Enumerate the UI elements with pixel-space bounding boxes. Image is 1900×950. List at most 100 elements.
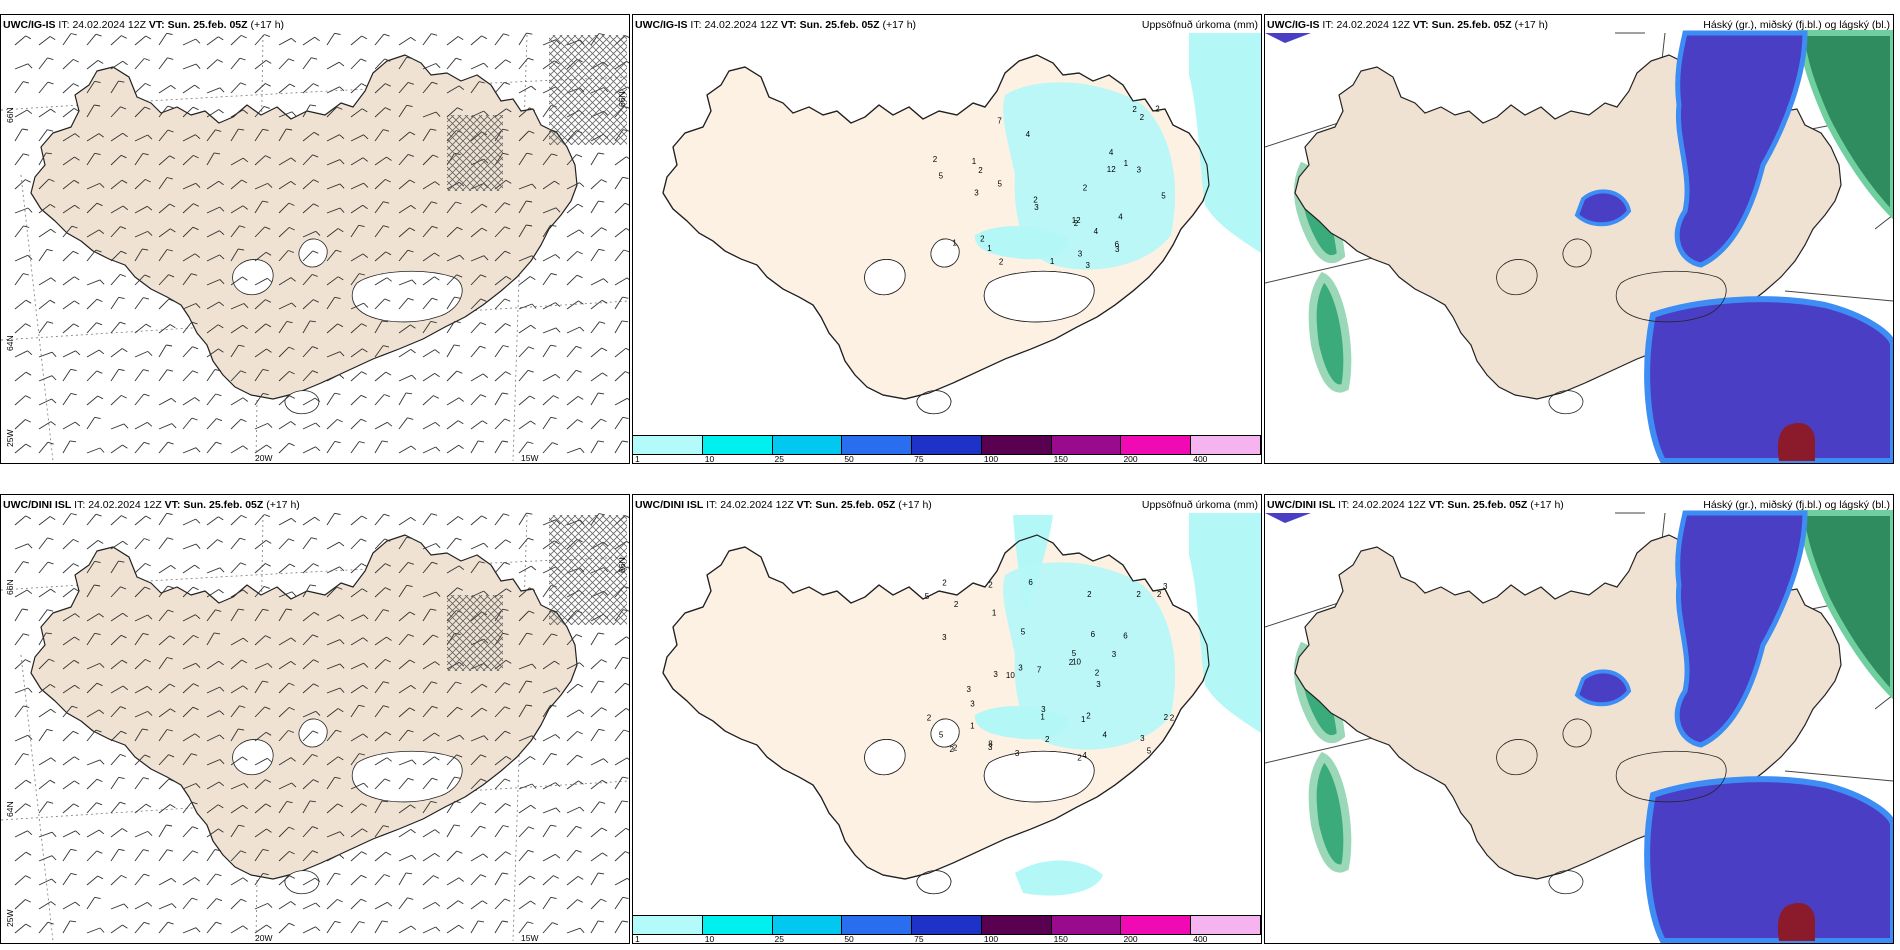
colorbar-swatch	[1191, 436, 1262, 454]
precip-value-label: 2	[950, 745, 955, 754]
precip-value-label: 2	[978, 166, 983, 175]
precip-value-label: 3	[1140, 734, 1145, 743]
colorbar-tick-label: 150	[1053, 934, 1068, 944]
precip-value-label: 4	[1118, 213, 1123, 222]
precip-value-label: 4	[1103, 730, 1108, 739]
valid-time: Sun. 25.feb. 05Z	[815, 499, 896, 511]
cloud-low-area	[1777, 423, 1815, 461]
init-time: 24.02.2024 12Z	[1336, 19, 1410, 31]
cloud-map	[1265, 510, 1893, 943]
model-name: UWC/IG-IS	[635, 19, 688, 31]
cloud-mid-area	[1674, 510, 1808, 748]
wind-map	[1, 512, 629, 942]
colorbar-swatch	[772, 916, 843, 934]
precip-value-label: 1	[952, 239, 957, 248]
lat-label-66n: 66N	[5, 579, 15, 595]
lon-label-20w: 20W	[255, 933, 273, 943]
precip-value-label: 10	[1072, 658, 1081, 667]
lead-time: (+17 h)	[882, 19, 917, 31]
model-name: UWC/IG-IS	[1267, 19, 1320, 31]
precip-value-label: 2	[1140, 113, 1145, 122]
colorbar-swatch	[702, 916, 773, 934]
precip-value-label: 3	[942, 633, 947, 642]
precip-value-label: 2	[953, 743, 958, 752]
precip-value-label: 6	[1123, 632, 1128, 641]
precip-value-label: 2	[1045, 735, 1050, 744]
colorbar-swatch	[842, 916, 913, 934]
colorbar-tick-label: 100	[983, 454, 999, 464]
init-time: 24.02.2024 12Z	[88, 499, 162, 511]
precip-value-label: 3	[1112, 650, 1117, 659]
lon-label-25w: 25W	[5, 429, 15, 447]
precip-value-label: 5	[939, 171, 944, 180]
precip-value-label: 2	[942, 579, 947, 588]
colorbar-tick-label: 10	[704, 454, 715, 464]
panel-bottom-wind: UWC/DINI ISL IT: 24.02.2024 12Z VT: Sun.…	[0, 494, 630, 944]
precip-value-label: 1	[1050, 257, 1055, 266]
precip-value-label: 1	[987, 244, 992, 253]
cloud-title: Háský (gr.), miðský (fj.bl.) og lágský (…	[1703, 499, 1890, 511]
colorbar-swatch	[842, 436, 913, 454]
colorbar-tick-label: 1	[635, 934, 640, 944]
panel-header: UWC/IG-IS IT: 24.02.2024 12Z VT: Sun. 25…	[3, 19, 284, 31]
precip-title: Uppsöfnuð úrkoma (mm)	[1141, 19, 1258, 31]
precip-value-label: 5	[939, 731, 944, 740]
precip-value-label: 4	[1094, 227, 1099, 236]
precip-value-label: 2	[1086, 711, 1091, 720]
cloud-mid-area	[1674, 30, 1808, 268]
precip-value-label: 2	[1095, 668, 1100, 677]
lon-label-15w: 15W	[521, 453, 539, 463]
valid-time: Sun. 25.feb. 05Z	[1447, 499, 1528, 511]
init-prefix: IT:	[1338, 499, 1350, 511]
colorbar-swatch	[1051, 916, 1122, 934]
init-prefix: IT:	[706, 499, 718, 511]
precip-value-label: 2	[933, 155, 938, 164]
lat-label-66n: 66N	[5, 107, 15, 123]
precip-value-label: 1	[972, 157, 977, 166]
precip-value-label: 3	[1086, 261, 1091, 270]
panel-bottom-cloud: UWC/DINI ISL IT: 24.02.2024 12Z VT: Sun.…	[1264, 494, 1894, 944]
colorbar-tick-label: 400	[1193, 934, 1208, 944]
precip-colorbar: 1 10 25 50 75 100 150 200 400	[633, 915, 1262, 944]
colorbar-tick-label: 100	[983, 934, 999, 944]
valid-time: Sun. 25.feb. 05Z	[183, 499, 264, 511]
precip-value-label: 3	[1096, 680, 1101, 689]
precip-value-label: 3	[988, 743, 993, 752]
precip-value-label: 5	[1161, 191, 1166, 200]
model-name: UWC/DINI ISL	[635, 499, 704, 511]
precip-value-label: 3	[1041, 705, 1046, 714]
precip-value-label: 2	[954, 600, 959, 609]
colorbar-tick-label: 10	[704, 934, 715, 944]
panel-header: UWC/DINI ISL IT: 24.02.2024 12Z VT: Sun.…	[3, 499, 300, 511]
panel-header: UWC/IG-IS IT: 24.02.2024 12Z VT: Sun. 25…	[635, 19, 916, 31]
colorbar-tick-label: 75	[914, 454, 924, 464]
precip-colorbar: 1 10 25 50 75 100 150 200 400	[633, 435, 1262, 464]
valid-prefix: VT:	[1412, 19, 1429, 31]
model-name: UWC/DINI ISL	[1267, 499, 1336, 511]
precip-value-label: 1	[1124, 159, 1129, 168]
colorbar-swatch	[1121, 916, 1192, 934]
colorbar-swatches	[633, 435, 1262, 455]
cloud-map	[1265, 30, 1893, 463]
precip-value-label: 2	[1074, 219, 1079, 228]
precip-value-label: 6	[1028, 578, 1033, 587]
lead-time: (+17 h)	[1530, 499, 1564, 511]
panel-top-precip: UWC/IG-IS IT: 24.02.2024 12Z VT: Sun. 25…	[632, 14, 1262, 464]
lead-time: (+17 h)	[266, 499, 300, 511]
precip-value-label: 2	[1164, 713, 1169, 722]
init-time: 24.02.2024 12Z	[720, 499, 794, 511]
init-time: 24.02.2024 12Z	[704, 19, 778, 31]
precip-area	[1189, 33, 1261, 253]
valid-prefix: VT:	[780, 19, 797, 31]
precip-value-label: 2	[1083, 183, 1088, 192]
precip-title: Uppsöfnuð úrkoma (mm)	[1141, 499, 1258, 511]
colorbar-swatch	[633, 916, 703, 934]
lat-label-66n-right: 66N	[617, 557, 627, 573]
precip-value-label: 8	[988, 740, 993, 749]
precip-value-label: 6	[1115, 240, 1120, 249]
precip-value-label: 3	[974, 188, 979, 197]
panel-header: UWC/DINI ISL IT: 24.02.2024 12Z VT: Sun.…	[635, 499, 932, 511]
panel-top-cloud: UWC/IG-IS IT: 24.02.2024 12Z VT: Sun. 25…	[1264, 14, 1894, 464]
precip-value-label: 5	[1072, 649, 1077, 658]
precip-value-label: 12	[1072, 216, 1081, 225]
